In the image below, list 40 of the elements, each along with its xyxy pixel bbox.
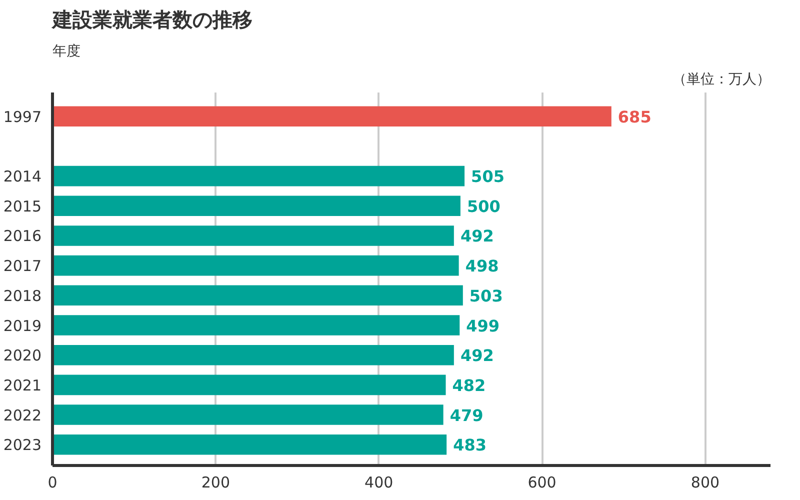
chart-title: 建設業就業者数の推移: [50, 8, 252, 32]
bar: [52, 344, 454, 366]
x-tick-label: 200: [201, 474, 230, 492]
bar: [52, 434, 447, 455]
y-tick-label: 2022: [3, 406, 42, 424]
data-label: 503: [469, 286, 503, 306]
y-tick-label: 2016: [3, 227, 42, 246]
y-tick-label: 2020: [3, 346, 42, 365]
data-label: 505: [471, 167, 504, 186]
data-label: 482: [452, 376, 486, 395]
data-label: 685: [618, 107, 652, 126]
bar: [52, 196, 460, 216]
y-tick-label: 2014: [3, 168, 42, 186]
bar: [52, 255, 459, 276]
x-tick-label: 400: [364, 474, 394, 492]
y-tick-label: 2021: [3, 376, 42, 394]
data-label: 492: [460, 226, 494, 246]
text: （単位：万人）: [672, 72, 770, 88]
data-label: 500: [466, 196, 500, 216]
x-tick-label: 800: [690, 474, 720, 492]
data-label: 498: [465, 256, 499, 276]
data-label: 499: [466, 316, 500, 336]
bar: [52, 374, 446, 396]
y-axis-title: 年度: [52, 44, 80, 60]
data-label: 479: [450, 406, 484, 425]
bar: [52, 404, 444, 425]
x-tick-label: 600: [528, 474, 556, 492]
bar: [52, 226, 454, 246]
bar: [52, 166, 465, 186]
x-tick-label: 0: [48, 474, 58, 492]
y-tick-label: 2015: [3, 197, 42, 216]
y-tick-label: 2018: [3, 286, 42, 305]
y-tick-label: 2017: [3, 257, 42, 276]
bar: [52, 315, 460, 336]
data-label: 492: [460, 346, 494, 366]
bar: [52, 285, 463, 306]
y-tick-label: 2019: [3, 316, 42, 335]
data-label: 483: [453, 436, 487, 455]
y-tick-label: 1997: [3, 108, 42, 126]
y-tick-label: 2023: [3, 436, 42, 454]
